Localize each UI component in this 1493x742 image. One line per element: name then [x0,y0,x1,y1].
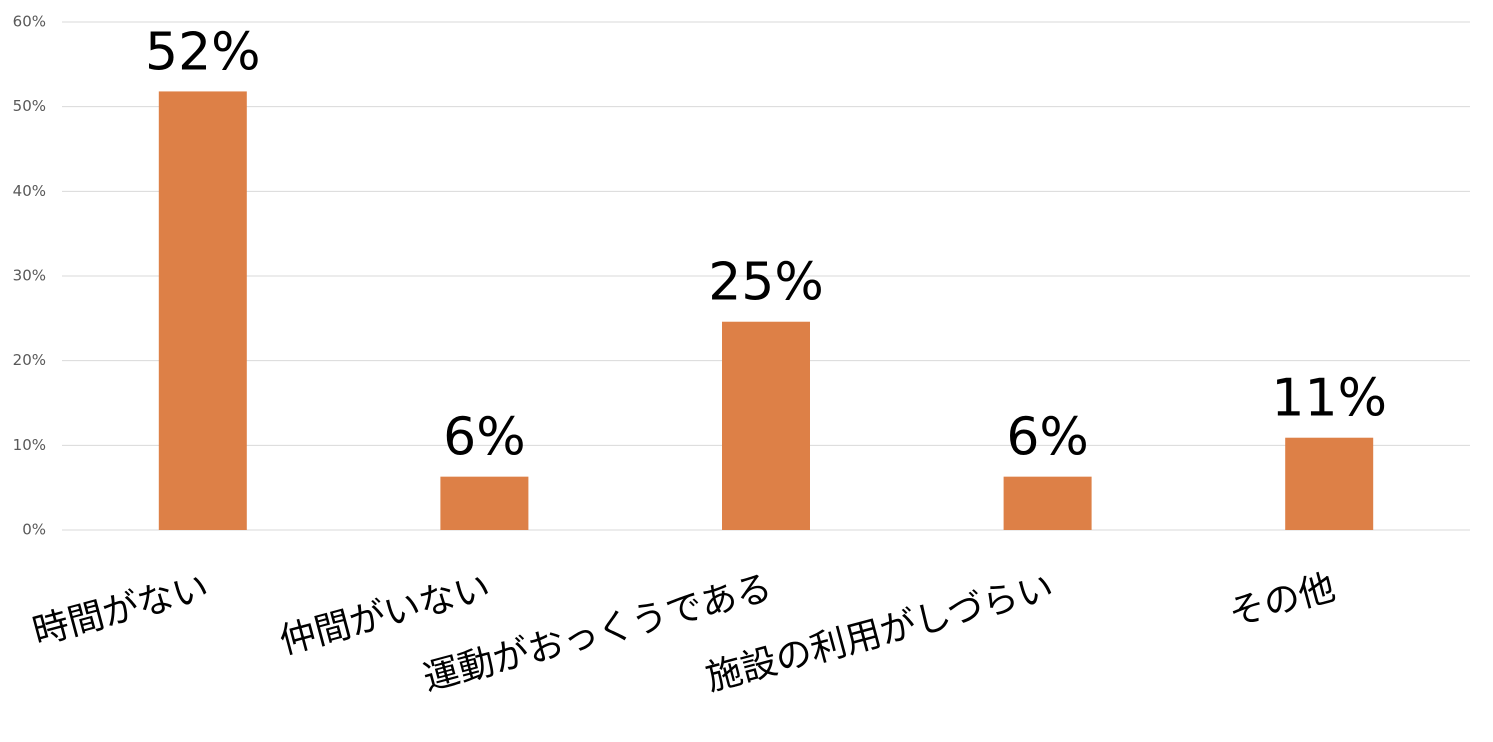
x-tick-label: 時間がない [29,567,213,653]
y-tick-label: 40% [13,182,46,200]
value-label: 6% [1006,408,1089,468]
bar [158,91,247,530]
value-label: 52% [145,22,261,82]
y-tick-label: 10% [13,436,46,454]
bar [1003,476,1092,530]
value-label: 11% [1271,369,1387,429]
y-tick-label: 60% [13,13,46,31]
y-tick-label: 0% [22,521,46,539]
y-tick-label: 30% [13,267,46,285]
bar [722,321,810,530]
value-label: 25% [708,253,824,313]
value-label: 6% [443,408,526,468]
y-tick-label: 20% [13,351,46,369]
bar [440,476,529,530]
y-tick-label: 50% [13,97,46,115]
x-tick-label: その他 [1225,567,1340,635]
bar [1285,437,1374,530]
